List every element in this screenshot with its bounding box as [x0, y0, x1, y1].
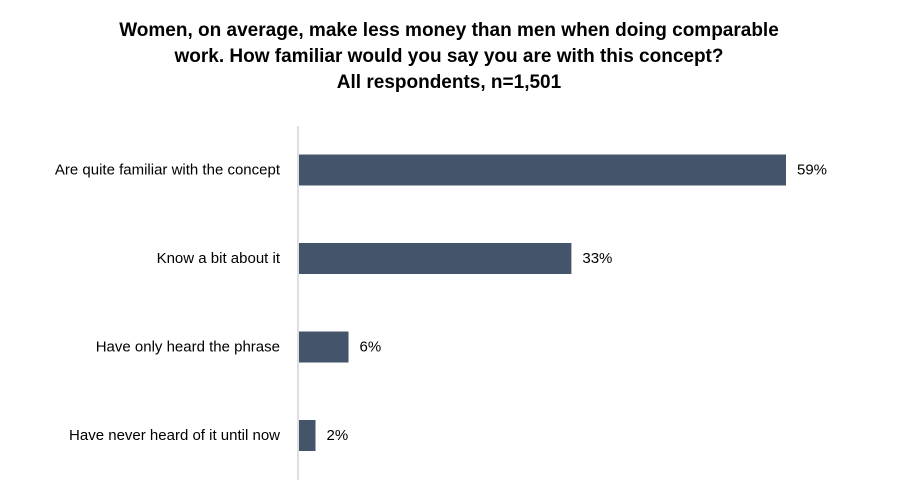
- chart-title: Women, on average, make less money than …: [0, 18, 898, 96]
- value-label: 2%: [327, 427, 349, 444]
- value-label: 33%: [582, 250, 612, 267]
- value-label: 59%: [797, 162, 827, 179]
- value-label: 6%: [360, 339, 382, 356]
- category-label: Have never heard of it until now: [69, 427, 280, 444]
- category-label: Know a bit about it: [157, 250, 281, 267]
- chart-title-line-3: All respondents, n=1,501: [336, 72, 562, 93]
- bar: [299, 331, 349, 363]
- bar: [299, 243, 572, 274]
- bars-layer: Are quite familiar with the concept 59% Kn…: [55, 154, 827, 451]
- chart-title-line-1: Women, on average, make less money than …: [119, 20, 779, 41]
- chart-title-line-2: work. How familiar would you say you are…: [174, 46, 724, 67]
- bar: [299, 154, 786, 186]
- bar: [299, 420, 316, 451]
- category-label: Have only heard the phrase: [96, 339, 280, 356]
- category-label: Are quite familiar with the concept: [55, 162, 281, 179]
